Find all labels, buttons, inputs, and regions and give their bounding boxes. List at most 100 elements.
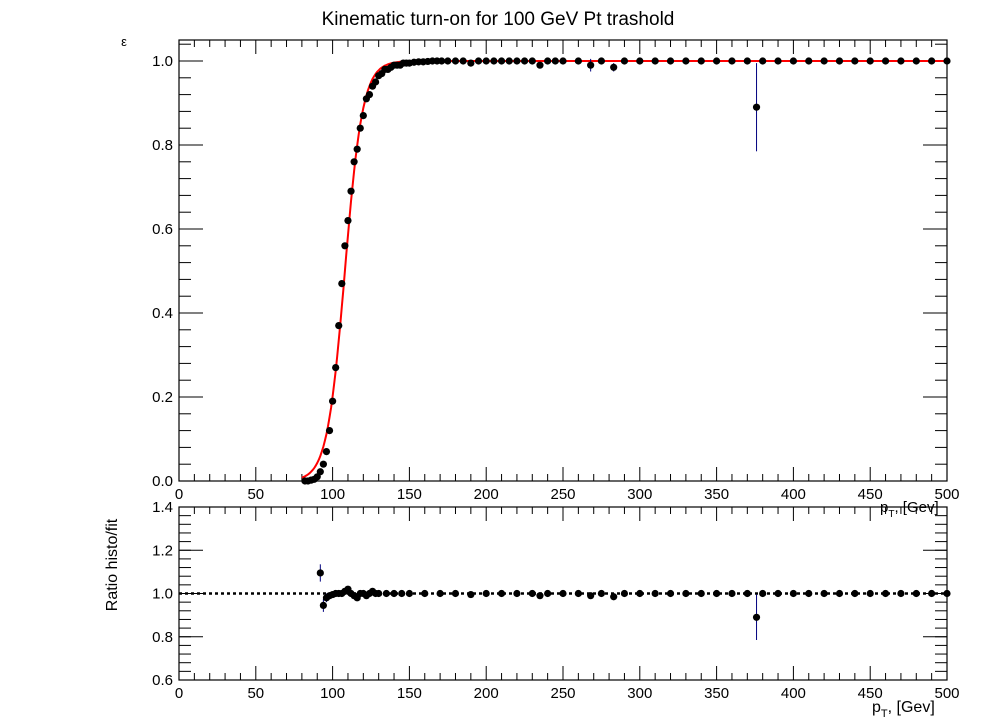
ratio-x-tick-label: 500 bbox=[934, 685, 959, 702]
ratio-point bbox=[497, 589, 506, 598]
efficiency-point bbox=[325, 427, 334, 435]
efficiency-point bbox=[551, 57, 559, 65]
ratio-points bbox=[316, 564, 951, 640]
efficiency-point bbox=[332, 364, 340, 372]
efficiency-point bbox=[521, 57, 529, 65]
ratio-point bbox=[587, 592, 595, 600]
ratio-point bbox=[759, 589, 767, 598]
ratio-point bbox=[574, 589, 582, 598]
efficiency-point bbox=[597, 57, 606, 65]
ratio-point bbox=[774, 589, 782, 598]
efficiency-point bbox=[347, 187, 355, 195]
efficiency-point bbox=[467, 59, 475, 67]
ratio-point bbox=[482, 589, 490, 598]
efficiency-point bbox=[636, 57, 644, 65]
ratio-x-tick-label: 150 bbox=[397, 685, 422, 702]
ratio-axes: 0 50 100 150 200 250 300 350 400 450 500 0.6 0.8 1.0 1… bbox=[152, 499, 959, 702]
efficiency-point bbox=[372, 78, 380, 86]
ratio-point bbox=[866, 589, 874, 598]
efficiency-point bbox=[482, 57, 490, 65]
top-x-tick-label: 300 bbox=[627, 486, 652, 503]
ratio-panel: Ratio histo/fit 0 50 100 150 200 250 300 350 400… bbox=[104, 499, 960, 720]
ratio-x-tick-label: 250 bbox=[550, 685, 575, 702]
efficiency-point bbox=[536, 61, 544, 69]
efficiency-point bbox=[697, 57, 705, 65]
efficiency-point bbox=[610, 63, 618, 71]
efficiency-point bbox=[835, 57, 844, 65]
ratio-x-tick-label: 300 bbox=[627, 685, 652, 702]
efficiency-point bbox=[928, 57, 936, 65]
efficiency-point bbox=[322, 448, 331, 456]
ratio-point bbox=[544, 589, 552, 598]
efficiency-point bbox=[559, 57, 567, 65]
ratio-point bbox=[513, 589, 521, 598]
efficiency-point bbox=[912, 57, 920, 65]
ratio-x-tick-label: 0 bbox=[175, 685, 183, 702]
ratio-point bbox=[851, 589, 859, 598]
ratio-point bbox=[666, 589, 675, 598]
bottom-xlabel-sub: T bbox=[881, 708, 888, 720]
ratio-x-tick-label: 50 bbox=[247, 685, 264, 702]
efficiency-point bbox=[713, 57, 721, 65]
ratio-point bbox=[912, 589, 920, 598]
ratio-point bbox=[467, 590, 475, 599]
ratio-point bbox=[405, 589, 413, 598]
bottom-x-axis-label: pT, [Gev] bbox=[872, 699, 935, 720]
efficiency-point bbox=[866, 57, 874, 65]
ratio-point bbox=[536, 592, 544, 600]
efficiency-point bbox=[451, 57, 460, 65]
efficiency-point bbox=[528, 57, 536, 65]
ratio-point bbox=[610, 593, 618, 601]
top-y-tick-label: 0.6 bbox=[152, 221, 173, 238]
efficiency-point bbox=[474, 57, 483, 65]
efficiency-point bbox=[497, 57, 506, 65]
efficiency-point bbox=[851, 57, 859, 65]
ratio-x-tick-label: 400 bbox=[781, 685, 806, 702]
ratio-point bbox=[319, 601, 327, 609]
ratio-y-tick-label: 1.4 bbox=[152, 499, 173, 516]
efficiency-point bbox=[620, 57, 629, 65]
efficiency-point bbox=[359, 112, 367, 120]
efficiency-point bbox=[666, 57, 675, 65]
top-y-tick-label: 0.0 bbox=[152, 473, 173, 490]
ratio-point bbox=[752, 613, 761, 621]
ratio-point bbox=[728, 589, 736, 598]
ratio-point bbox=[820, 589, 828, 598]
efficiency-point bbox=[789, 57, 798, 65]
ratio-point bbox=[620, 589, 629, 598]
efficiency-point bbox=[513, 57, 521, 65]
svg-text:pT, [Gev]: pT, [Gev] bbox=[872, 699, 935, 720]
ratio-point bbox=[451, 589, 460, 598]
ratio-y-tick-label: 1.0 bbox=[152, 586, 173, 603]
efficiency-point bbox=[943, 57, 951, 65]
ratio-x-tick-label: 200 bbox=[474, 685, 499, 702]
efficiency-point bbox=[329, 397, 337, 405]
ratio-x-tick-label: 350 bbox=[704, 685, 729, 702]
ratio-point bbox=[713, 589, 721, 598]
efficiency-axis-label: ε bbox=[121, 34, 127, 49]
efficiency-point bbox=[574, 57, 582, 65]
ratio-point bbox=[789, 589, 798, 598]
efficiency-point bbox=[316, 468, 324, 476]
ratio-point bbox=[597, 589, 606, 598]
ratio-point bbox=[928, 589, 936, 598]
bottom-xlabel-p: p bbox=[872, 699, 881, 716]
chart-title: Kinematic turn-on for 100 GeV Pt trashol… bbox=[322, 9, 675, 30]
ratio-point bbox=[697, 589, 705, 598]
efficiency-points bbox=[301, 57, 951, 485]
efficiency-point bbox=[651, 57, 659, 65]
top-x-tick-label: 450 bbox=[858, 486, 883, 503]
efficiency-panel: Kinematic turn-on for 100 GeV Pt trashol… bbox=[121, 9, 959, 520]
top-x-tick-label: 50 bbox=[247, 486, 264, 503]
top-x-tick-label: 350 bbox=[704, 486, 729, 503]
ratio-point bbox=[421, 589, 429, 598]
efficiency-point bbox=[344, 217, 352, 225]
top-x-tick-label: 400 bbox=[781, 486, 806, 503]
efficiency-point bbox=[335, 322, 343, 330]
ratio-x-tick-label: 100 bbox=[320, 685, 345, 702]
efficiency-point bbox=[353, 145, 361, 153]
efficiency-axes: 0 50 100 150 200 250 300 350 400 450 500 0.0 0.2 0.4 0… bbox=[152, 39, 960, 503]
efficiency-point bbox=[365, 91, 374, 99]
efficiency-point bbox=[490, 57, 498, 65]
